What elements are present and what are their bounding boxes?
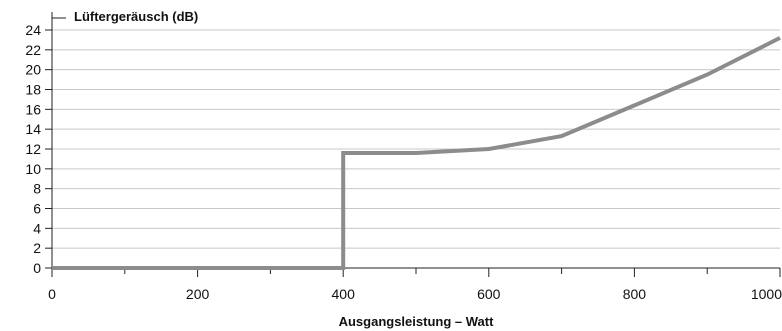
y-tick-label-10: 10 bbox=[25, 161, 41, 177]
y-tick-label-6: 6 bbox=[33, 201, 41, 217]
x-tick-label-600: 600 bbox=[477, 286, 501, 302]
x-tick-label-800: 800 bbox=[623, 286, 647, 302]
y-tick-label-14: 14 bbox=[25, 121, 41, 137]
x-axis-title: Ausgangsleistung – Watt bbox=[339, 314, 494, 329]
y-tick-label-0: 0 bbox=[33, 260, 41, 276]
y-tick-label-18: 18 bbox=[25, 82, 41, 98]
y-tick-label-16: 16 bbox=[25, 101, 41, 117]
x-tick-label-400: 400 bbox=[332, 286, 356, 302]
y-tick-label-4: 4 bbox=[33, 220, 41, 236]
y-tick-label-20: 20 bbox=[25, 62, 41, 78]
y-tick-label-24: 24 bbox=[25, 22, 41, 38]
y-tick-label-12: 12 bbox=[25, 141, 41, 157]
x-tick-label-0: 0 bbox=[48, 286, 56, 302]
axes bbox=[45, 12, 781, 277]
x-tick-label-200: 200 bbox=[186, 286, 210, 302]
y-tick-label-2: 2 bbox=[33, 240, 41, 256]
y-tick-label-22: 22 bbox=[25, 42, 41, 58]
series-line-0 bbox=[52, 36, 781, 270]
y-tick-label-8: 8 bbox=[33, 181, 41, 197]
x-tick-label-1000: 1000 bbox=[751, 286, 782, 302]
grid bbox=[52, 29, 780, 249]
y-axis-title: Lüftergeräusch (dB) bbox=[74, 9, 198, 24]
series bbox=[52, 36, 781, 270]
